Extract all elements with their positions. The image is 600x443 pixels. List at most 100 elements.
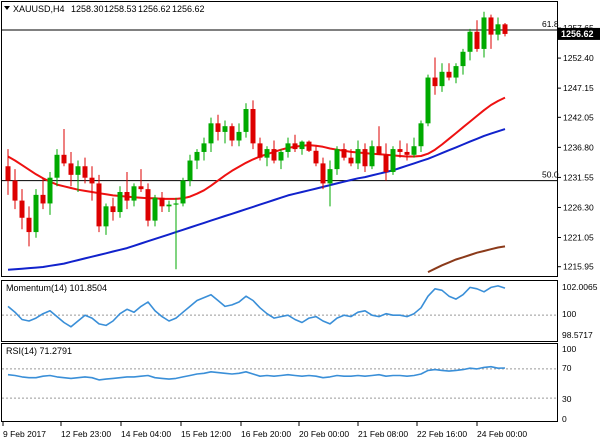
- price-axis: 1257.651252.401247.151242.051236.801231.…: [557, 23, 594, 272]
- candle-body: [103, 206, 109, 227]
- ohlc-close: 1256.62: [172, 4, 205, 14]
- momentum-series: [2, 285, 557, 328]
- candle: [439, 63, 445, 92]
- candle: [411, 137, 417, 158]
- momentum-title: Momentum(14) 101.8504: [6, 283, 107, 293]
- time-tick-label: 16 Feb 20:00: [241, 429, 291, 439]
- candle: [47, 171, 53, 215]
- candle: [194, 149, 200, 170]
- candle-body: [446, 71, 452, 78]
- time-tick-label: 9 Feb 2017: [3, 429, 46, 439]
- rsi-tick-70: 70: [562, 363, 572, 373]
- candle-body: [201, 143, 207, 152]
- time-tick-label: 20 Feb 00:00: [299, 429, 349, 439]
- candle: [173, 197, 179, 270]
- candle-body: [313, 150, 319, 164]
- candle: [474, 20, 480, 52]
- momentum-tick-mid: 100: [562, 309, 576, 319]
- candle: [110, 197, 116, 221]
- rsi-line: [7, 365, 506, 381]
- candle-body: [299, 141, 305, 150]
- fib-level-label: 61.8: [542, 19, 559, 29]
- candle: [236, 123, 242, 147]
- price-tick-label: 1215.95: [563, 262, 594, 272]
- candle: [152, 194, 158, 227]
- candle: [488, 14, 494, 49]
- candle: [278, 149, 284, 170]
- rsi-tick-0: 0: [562, 414, 567, 424]
- candle: [40, 177, 46, 210]
- candle: [89, 166, 95, 201]
- rsi-panel-frame: [1, 343, 558, 422]
- candle: [96, 174, 102, 233]
- candle: [376, 126, 382, 155]
- candle: [369, 140, 375, 170]
- candle-body: [5, 166, 11, 181]
- candle-body: [229, 126, 235, 141]
- sma-blue-line: [7, 128, 506, 271]
- candle: [446, 63, 452, 81]
- candle: [418, 120, 424, 152]
- candlesticks: [5, 11, 508, 270]
- candle-body: [173, 203, 179, 205]
- candle-body: [418, 123, 424, 147]
- candle: [355, 140, 361, 170]
- candle-body: [40, 194, 46, 204]
- candle: [229, 123, 235, 147]
- candle-body: [12, 180, 18, 201]
- candle: [131, 183, 137, 207]
- candle: [271, 140, 277, 164]
- candle: [481, 11, 487, 58]
- candle-body: [68, 163, 74, 175]
- candle: [257, 137, 263, 161]
- candle-body: [180, 180, 186, 204]
- candle: [467, 28, 473, 61]
- candle-body: [278, 151, 284, 161]
- candle-body: [208, 123, 214, 144]
- candle: [383, 143, 389, 181]
- candle-body: [362, 149, 368, 167]
- candle: [397, 140, 403, 158]
- momentum-line: [7, 285, 506, 328]
- chevron-down-icon[interactable]: [4, 6, 10, 10]
- time-tick-label: 12 Feb 23:00: [61, 429, 111, 439]
- candle: [5, 149, 11, 195]
- rsi-tick-30: 30: [562, 394, 572, 404]
- candle-body: [47, 177, 53, 204]
- candle: [453, 63, 459, 84]
- momentum-axis: 102.0065 100 98.5717: [562, 282, 598, 340]
- price-panel-frame: [1, 1, 558, 277]
- candle: [215, 114, 221, 141]
- candle: [82, 157, 88, 184]
- candle-body: [131, 186, 137, 201]
- sma-brown-line: [427, 245, 506, 273]
- ohlc-low: 1256.62: [138, 4, 171, 14]
- candle-body: [355, 149, 361, 164]
- candle: [320, 157, 326, 190]
- candle-body: [397, 149, 403, 152]
- candle: [432, 57, 438, 95]
- candle: [159, 192, 165, 213]
- candle-body: [187, 160, 193, 181]
- ohlc-high: 1258.53: [104, 4, 137, 14]
- candle: [12, 169, 18, 210]
- time-tick-label: 22 Feb 16:00: [417, 429, 467, 439]
- candle-body: [236, 131, 242, 141]
- candle-body: [75, 166, 81, 175]
- candle: [334, 146, 340, 175]
- candle: [61, 129, 67, 167]
- chart-header: XAUUSD,H4 1258.30 1258.53 1256.62 1256.6…: [4, 4, 205, 14]
- candle-body: [502, 24, 508, 34]
- candle-body: [425, 77, 431, 124]
- candle-body: [439, 71, 445, 87]
- rsi-series: [2, 365, 557, 399]
- candle: [201, 137, 207, 161]
- price-tick-label: 1221.05: [563, 233, 594, 243]
- candle: [404, 143, 410, 161]
- candle: [285, 137, 291, 158]
- candle: [208, 117, 214, 152]
- rsi-tick-100: 100: [562, 344, 576, 354]
- candle-body: [271, 149, 277, 161]
- candle-body: [110, 206, 116, 213]
